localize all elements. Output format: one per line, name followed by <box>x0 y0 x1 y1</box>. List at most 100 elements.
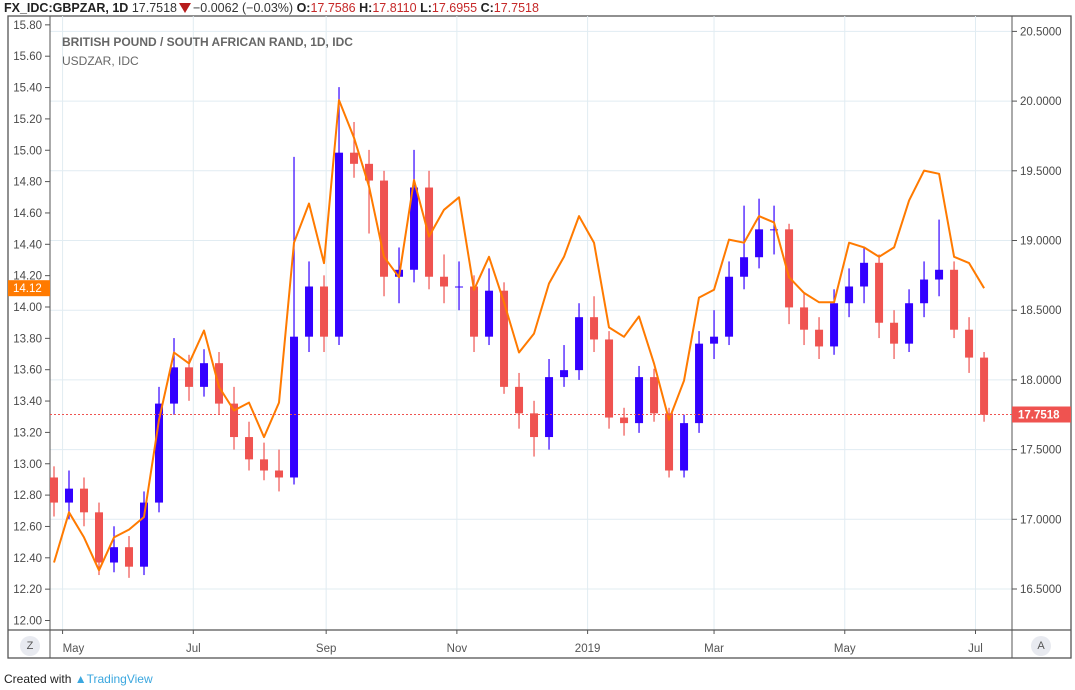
candle <box>335 87 344 346</box>
candle <box>245 421 254 471</box>
open-value: 17.7586 <box>310 1 356 15</box>
footer-credit: Created with ▲TradingView <box>4 672 153 686</box>
candle-body <box>260 459 269 471</box>
legend-main-series[interactable]: BRITISH POUND / SOUTH AFRICAN RAND, 1D, … <box>62 35 353 49</box>
candle <box>125 536 134 578</box>
candle <box>590 296 599 353</box>
candle <box>485 268 494 346</box>
candle-body <box>95 512 104 563</box>
candle-body <box>380 180 389 277</box>
candle <box>425 170 434 290</box>
candle-body <box>545 377 554 438</box>
candle <box>860 247 869 304</box>
candle <box>965 317 974 373</box>
candle-body <box>980 357 989 415</box>
low-value: 17.6955 <box>431 1 478 15</box>
plot-area <box>50 87 989 578</box>
candle <box>695 331 704 433</box>
candle-body <box>365 163 374 181</box>
usdzar-last-label: 14.12 <box>13 283 42 295</box>
candle-body <box>425 187 434 277</box>
candle <box>365 149 374 234</box>
right-tick-label: 20.0000 <box>1020 96 1062 108</box>
candle-body <box>305 286 314 337</box>
candle-body <box>590 317 599 340</box>
left-tick-label: 14.00 <box>13 302 42 314</box>
candle <box>305 261 314 353</box>
candle-body <box>620 417 629 424</box>
candle <box>80 477 89 527</box>
candle-body <box>50 477 58 503</box>
left-tick-label: 12.00 <box>13 616 42 628</box>
candle <box>650 368 659 422</box>
candle-body <box>320 286 329 337</box>
candle <box>725 261 734 346</box>
usdzar-line <box>53 99 985 572</box>
candle-body <box>275 470 284 478</box>
candle <box>230 386 239 450</box>
candle-body <box>80 488 89 513</box>
tradingview-logo-icon[interactable]: ▲ <box>74 672 87 686</box>
time-tick-label: Mar <box>704 643 724 655</box>
candle-body <box>500 290 509 387</box>
left-tick-label: 12.80 <box>13 490 42 502</box>
auto-scale-button[interactable]: A <box>1031 636 1051 656</box>
time-tick-label: Nov <box>447 643 468 655</box>
tradingview-link[interactable]: TradingView <box>86 672 153 686</box>
zoom-reset-button[interactable]: Z <box>20 636 40 656</box>
candle <box>845 268 854 318</box>
candle <box>740 205 749 290</box>
left-tick-label: 14.20 <box>13 271 42 283</box>
usdzar-last-badge <box>8 280 50 297</box>
candle <box>575 303 584 380</box>
right-tick-label: 20.5000 <box>1020 26 1062 38</box>
footer-prefix: Created with <box>4 672 72 686</box>
candle <box>920 261 929 318</box>
candle <box>380 170 389 297</box>
right-tick-label: 17.0000 <box>1020 514 1062 526</box>
candle <box>620 407 629 436</box>
left-tick-label: 14.80 <box>13 177 42 189</box>
left-tick-label: 15.60 <box>13 51 42 63</box>
candle-body <box>230 403 239 438</box>
candle-body <box>485 290 494 337</box>
right-tick-label: 18.5000 <box>1020 305 1062 317</box>
left-tick-label: 13.00 <box>13 459 42 471</box>
candle-body <box>560 370 569 378</box>
candle <box>635 365 644 433</box>
candle-body <box>455 286 464 288</box>
candle-body <box>785 229 794 308</box>
candle <box>875 254 884 339</box>
left-tick-label: 13.20 <box>13 427 42 439</box>
high-label: H: <box>359 1 373 15</box>
candle-body <box>635 377 644 424</box>
candle-body <box>890 322 899 344</box>
triangle-down-icon <box>179 3 191 13</box>
candle-body <box>170 367 179 404</box>
candle <box>515 372 524 429</box>
candle-body <box>65 488 74 503</box>
left-tick-label: 12.40 <box>13 553 42 565</box>
candle <box>275 449 284 492</box>
candle <box>890 310 899 359</box>
candle <box>200 349 209 397</box>
candle <box>950 261 959 339</box>
candle <box>935 219 944 297</box>
left-tick-label: 15.00 <box>13 145 42 157</box>
close-label: C: <box>480 1 494 15</box>
candle <box>605 331 614 429</box>
candle-body <box>605 339 614 418</box>
candle-body <box>920 279 929 304</box>
legend-compare-series[interactable]: USDZAR, IDC <box>62 54 139 68</box>
symbol-name: FX_IDC:GBPZAR, 1D <box>4 1 129 15</box>
candle-body <box>965 329 974 358</box>
candle-body <box>200 363 209 387</box>
candle-body <box>905 303 914 344</box>
time-tick-label: May <box>63 643 85 655</box>
candle-body <box>770 229 779 231</box>
candle-body <box>680 423 689 471</box>
left-tick-label: 15.40 <box>13 83 42 95</box>
candle <box>350 122 359 178</box>
candle-body <box>140 502 149 567</box>
